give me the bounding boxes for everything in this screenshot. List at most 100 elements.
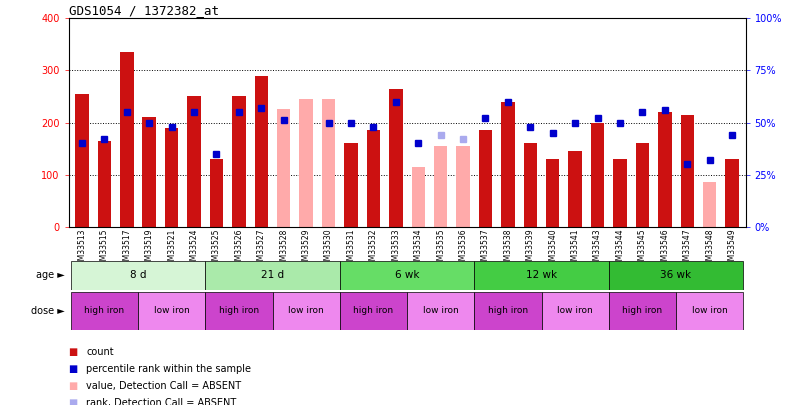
Text: GSM33534: GSM33534 (413, 228, 422, 270)
Text: GSM33547: GSM33547 (683, 228, 692, 270)
Text: GSM33528: GSM33528 (279, 228, 289, 270)
Bar (143, 117, 156, 227)
Bar (340, 261, 474, 290)
Text: high iron: high iron (218, 306, 259, 315)
Bar (591, 123, 604, 227)
Text: GSM33536: GSM33536 (459, 228, 467, 270)
Text: GSM33531: GSM33531 (347, 228, 355, 270)
Bar (71, 292, 138, 330)
Bar (120, 52, 134, 227)
Bar (474, 261, 609, 290)
Text: high iron: high iron (85, 306, 124, 315)
Text: GSM33524: GSM33524 (189, 228, 198, 270)
Bar (210, 159, 223, 227)
Bar (501, 102, 515, 227)
Text: rank, Detection Call = ABSENT: rank, Detection Call = ABSENT (86, 399, 236, 405)
Bar (676, 292, 743, 330)
Bar (299, 99, 313, 227)
Bar (542, 292, 609, 330)
Bar (272, 292, 340, 330)
Text: low iron: low iron (692, 306, 728, 315)
Text: low iron: low iron (154, 306, 189, 315)
Bar (187, 96, 201, 227)
Bar (206, 292, 272, 330)
Bar (255, 76, 268, 227)
Text: GSM33521: GSM33521 (167, 228, 177, 270)
Text: GSM33530: GSM33530 (324, 228, 333, 270)
Bar (98, 141, 111, 227)
Bar (277, 109, 290, 227)
Text: GDS1054 / 1372382_at: GDS1054 / 1372382_at (69, 4, 218, 17)
Text: 6 wk: 6 wk (395, 271, 419, 280)
Text: GSM33548: GSM33548 (705, 228, 714, 270)
Bar (568, 151, 582, 227)
Text: low iron: low iron (289, 306, 324, 315)
Text: ■: ■ (69, 347, 77, 357)
Bar (524, 143, 537, 227)
Text: GSM33538: GSM33538 (504, 228, 513, 270)
Bar (456, 146, 470, 227)
Bar (322, 99, 335, 227)
Text: low iron: low iron (557, 306, 593, 315)
Bar (703, 183, 717, 227)
Text: GSM33540: GSM33540 (548, 228, 557, 270)
Bar (609, 261, 743, 290)
Bar (138, 292, 206, 330)
Bar (636, 143, 649, 227)
Text: GSM33529: GSM33529 (301, 228, 310, 270)
Bar (75, 94, 89, 227)
Text: GSM33513: GSM33513 (77, 228, 86, 270)
Bar (340, 292, 407, 330)
Text: ■: ■ (69, 382, 77, 391)
Bar (165, 128, 178, 227)
Bar (344, 143, 358, 227)
Text: GSM33546: GSM33546 (660, 228, 669, 270)
Text: GSM33545: GSM33545 (638, 228, 647, 270)
Bar (232, 96, 246, 227)
Bar (434, 146, 447, 227)
Text: GSM33533: GSM33533 (392, 228, 401, 270)
Bar (479, 130, 492, 227)
Bar (680, 115, 694, 227)
Text: GSM33525: GSM33525 (212, 228, 221, 270)
Text: high iron: high iron (622, 306, 663, 315)
Text: GSM33543: GSM33543 (593, 228, 602, 270)
Text: percentile rank within the sample: percentile rank within the sample (86, 364, 251, 374)
Text: 21 d: 21 d (261, 271, 284, 280)
Bar (725, 159, 739, 227)
Text: GSM33549: GSM33549 (728, 228, 737, 270)
Text: age ►: age ► (35, 271, 64, 280)
Text: low iron: low iron (423, 306, 459, 315)
Text: high iron: high iron (488, 306, 528, 315)
Text: GSM33535: GSM33535 (436, 228, 445, 270)
Bar (412, 167, 425, 227)
Text: GSM33541: GSM33541 (571, 228, 580, 270)
Text: dose ►: dose ► (31, 306, 64, 316)
Text: GSM33532: GSM33532 (369, 228, 378, 270)
Bar (71, 261, 206, 290)
Text: GSM33537: GSM33537 (481, 228, 490, 270)
Bar (613, 159, 627, 227)
Text: 8 d: 8 d (130, 271, 146, 280)
Text: count: count (86, 347, 114, 357)
Bar (367, 130, 380, 227)
Bar (206, 261, 340, 290)
Text: GSM33526: GSM33526 (235, 228, 243, 270)
Bar (474, 292, 542, 330)
Text: GSM33539: GSM33539 (526, 228, 535, 270)
Text: GSM33527: GSM33527 (257, 228, 266, 270)
Text: ■: ■ (69, 399, 77, 405)
Text: GSM33519: GSM33519 (145, 228, 154, 270)
Text: GSM33515: GSM33515 (100, 228, 109, 270)
Text: high iron: high iron (353, 306, 393, 315)
Bar (407, 292, 474, 330)
Bar (546, 159, 559, 227)
Text: 12 wk: 12 wk (526, 271, 557, 280)
Text: value, Detection Call = ABSENT: value, Detection Call = ABSENT (86, 382, 241, 391)
Bar (389, 89, 402, 227)
Bar (609, 292, 676, 330)
Bar (659, 112, 671, 227)
Text: ■: ■ (69, 364, 77, 374)
Text: GSM33517: GSM33517 (123, 228, 131, 270)
Text: GSM33544: GSM33544 (616, 228, 625, 270)
